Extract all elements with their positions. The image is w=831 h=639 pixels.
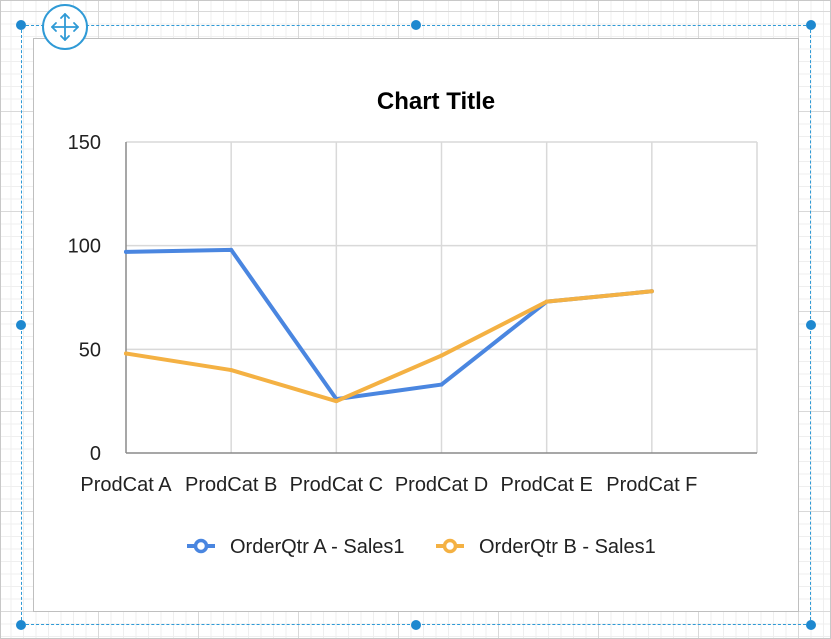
legend[interactable]: OrderQtr A - Sales1 OrderQtr B - Sales1 bbox=[187, 536, 656, 558]
y-tick-label: 100 bbox=[68, 236, 101, 258]
data-point[interactable] bbox=[124, 249, 128, 254]
legend-marker bbox=[193, 538, 209, 554]
series-lines[interactable] bbox=[124, 247, 654, 404]
resize-handle-left[interactable] bbox=[16, 320, 26, 330]
x-axis-ticks: ProdCat A ProdCat B ProdCat C ProdCat D Prod… bbox=[80, 474, 697, 496]
resize-handle-bottom-right[interactable] bbox=[806, 620, 816, 630]
legend-label: OrderQtr B - Sales1 bbox=[479, 536, 656, 558]
data-point[interactable] bbox=[649, 289, 654, 294]
series-line-2[interactable] bbox=[124, 289, 654, 404]
move-handle[interactable] bbox=[42, 4, 88, 50]
data-point[interactable] bbox=[334, 399, 339, 404]
y-tick-label: 50 bbox=[79, 339, 101, 361]
y-tick-label: 0 bbox=[90, 443, 101, 465]
legend-item-2[interactable]: OrderQtr B - Sales1 bbox=[436, 536, 656, 558]
x-tick-label: ProdCat C bbox=[290, 474, 383, 496]
chart-area[interactable] bbox=[33, 38, 799, 612]
data-point[interactable] bbox=[124, 351, 128, 356]
resize-handle-bottom-left[interactable] bbox=[16, 620, 26, 630]
data-point[interactable] bbox=[439, 353, 444, 358]
data-point[interactable] bbox=[544, 299, 549, 304]
x-tick-label: ProdCat A bbox=[80, 474, 172, 496]
x-tick-label: ProdCat B bbox=[185, 474, 277, 496]
y-axis-ticks: 0 50 100 150 bbox=[68, 132, 101, 465]
move-arrows-icon bbox=[51, 13, 79, 41]
resize-handle-top-left[interactable] bbox=[16, 20, 26, 30]
data-point[interactable] bbox=[439, 382, 444, 387]
y-tick-label: 150 bbox=[68, 132, 101, 154]
x-tick-label: ProdCat E bbox=[501, 474, 593, 496]
chart-title: Chart Title bbox=[377, 88, 495, 115]
resize-handle-top[interactable] bbox=[411, 20, 421, 30]
data-point[interactable] bbox=[229, 247, 234, 252]
x-tick-label: ProdCat D bbox=[395, 474, 488, 496]
grid-lines bbox=[126, 141, 758, 453]
axes bbox=[125, 142, 757, 454]
legend-label: OrderQtr A - Sales1 bbox=[230, 536, 405, 558]
x-tick-label: ProdCat F bbox=[606, 474, 697, 496]
resize-handle-top-right[interactable] bbox=[806, 20, 816, 30]
resize-handle-bottom[interactable] bbox=[411, 620, 421, 630]
data-point[interactable] bbox=[229, 368, 234, 373]
legend-item-1[interactable]: OrderQtr A - Sales1 bbox=[187, 536, 405, 558]
resize-handle-right[interactable] bbox=[806, 320, 816, 330]
legend-marker bbox=[442, 538, 458, 554]
